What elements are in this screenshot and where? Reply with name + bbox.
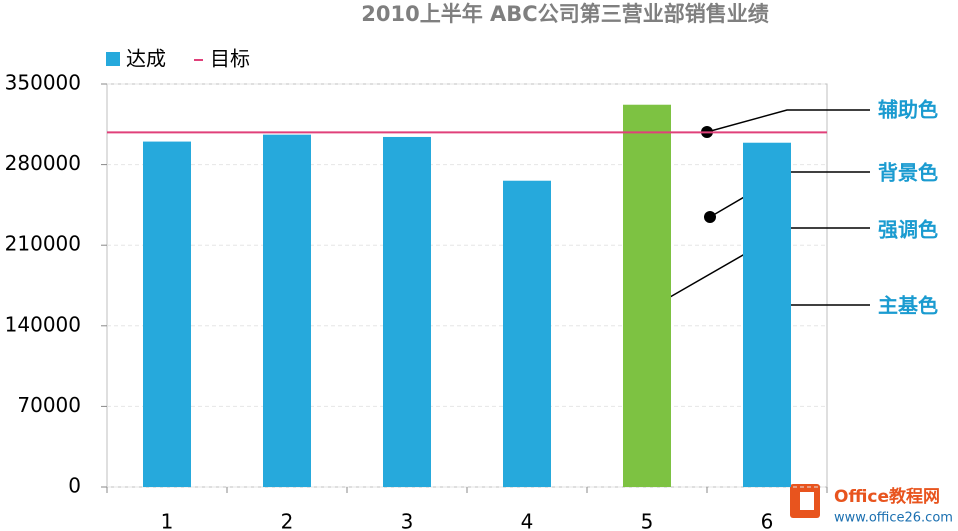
legend-swatch [106,52,120,66]
x-tick-label: 4 [521,510,534,531]
bar [503,180,551,487]
x-tick-label: 6 [761,510,774,531]
annotation: 主基色 [878,294,938,318]
legend: 达成 目标 [106,47,250,71]
watermark-url: www.office26.com [834,511,953,526]
bar [623,104,671,488]
bar [263,134,311,488]
legend-label: 目标 [210,47,250,71]
annotation: 辅助色 [878,98,938,122]
x-tick-label: 2 [281,510,294,531]
bar [383,136,431,488]
annotation: 背景色 [878,161,938,185]
watermark-logo [800,492,814,510]
leader-line [706,109,870,133]
bar [743,142,791,488]
y-tick-label: 140000 [5,312,81,336]
plot-frame [106,83,828,488]
leader-dot [704,211,716,223]
y-tick-label: 0 [68,474,81,498]
chart-title: 2010上半年 ABC公司第三营业部销售业绩 [361,2,768,26]
watermark-text: Office教程网 [834,486,940,507]
y-tick-label: 350000 [5,71,81,95]
x-tick-label: 1 [161,510,174,531]
x-tick-label: 5 [641,510,654,531]
y-tick-label: 280000 [5,151,81,175]
x-tick-label: 3 [401,510,414,531]
y-tick-label: 210000 [5,232,81,256]
bar [143,141,191,488]
watermark: Office教程网 www.office26.com [790,484,953,526]
annotation: 强调色 [878,218,938,242]
legend-label: 达成 [126,47,166,71]
y-tick-label: 70000 [17,393,81,417]
